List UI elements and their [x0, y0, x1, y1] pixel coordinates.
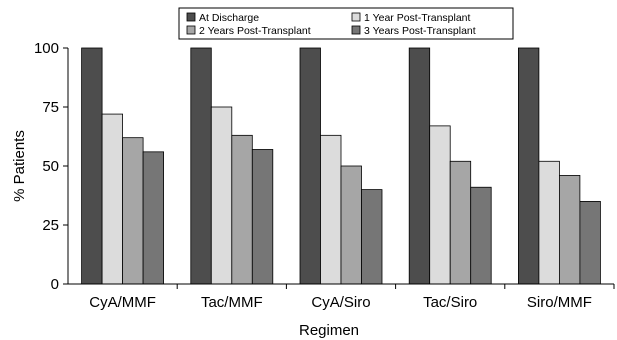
bar	[210, 106, 233, 285]
legend: At Discharge 1 Year Post-Transplant 2 Year…	[178, 7, 514, 40]
legend-label: 1 Year Post-Transplant	[364, 12, 471, 24]
legend-swatch	[186, 12, 196, 22]
bar	[251, 149, 274, 285]
y-ticks: 0 25 50 75 100	[34, 40, 68, 293]
y-axis-label: % Patients	[11, 130, 28, 202]
bar	[340, 165, 362, 285]
bar	[449, 160, 472, 285]
bar	[361, 189, 383, 285]
legend-label: At Discharge	[199, 12, 259, 24]
x-category-label: Siro/MMF	[527, 294, 592, 311]
x-categories: CyA/MMF Tac/MMF CyA/Siro Tac/Siro Siro/MMF	[89, 284, 615, 311]
bar	[559, 175, 581, 285]
bar	[81, 47, 103, 285]
bar	[538, 160, 560, 285]
y-tick-label: 100	[34, 40, 59, 57]
legend-swatch	[351, 12, 361, 22]
bar	[231, 134, 253, 285]
bar	[190, 47, 212, 285]
y-tick-label: 50	[42, 158, 59, 175]
bar	[470, 186, 492, 285]
x-category-label: Tac/MMF	[201, 294, 263, 311]
bar	[142, 151, 165, 285]
legend-label: 2 Years Post-Transplant	[199, 25, 311, 37]
legend-box	[178, 7, 514, 40]
bar	[101, 113, 123, 285]
x-category-label: Tac/Siro	[423, 294, 477, 311]
y-tick-label: 0	[51, 276, 59, 293]
x-category-label: CyA/Siro	[311, 294, 370, 311]
bar	[429, 125, 451, 285]
bar	[299, 47, 321, 285]
x-category-label: CyA/MMF	[89, 294, 156, 311]
bar	[518, 47, 540, 285]
bar	[320, 134, 342, 285]
bar	[579, 200, 601, 285]
legend-swatch	[351, 25, 361, 35]
x-axis-label: Regimen	[299, 322, 359, 339]
legend-label: 3 Years Post-Transplant	[364, 25, 476, 37]
bars	[81, 47, 601, 285]
y-tick-label: 75	[42, 99, 59, 116]
bar	[122, 137, 144, 285]
bar	[408, 47, 431, 285]
legend-swatch	[186, 25, 196, 35]
y-tick-label: 25	[42, 217, 59, 234]
